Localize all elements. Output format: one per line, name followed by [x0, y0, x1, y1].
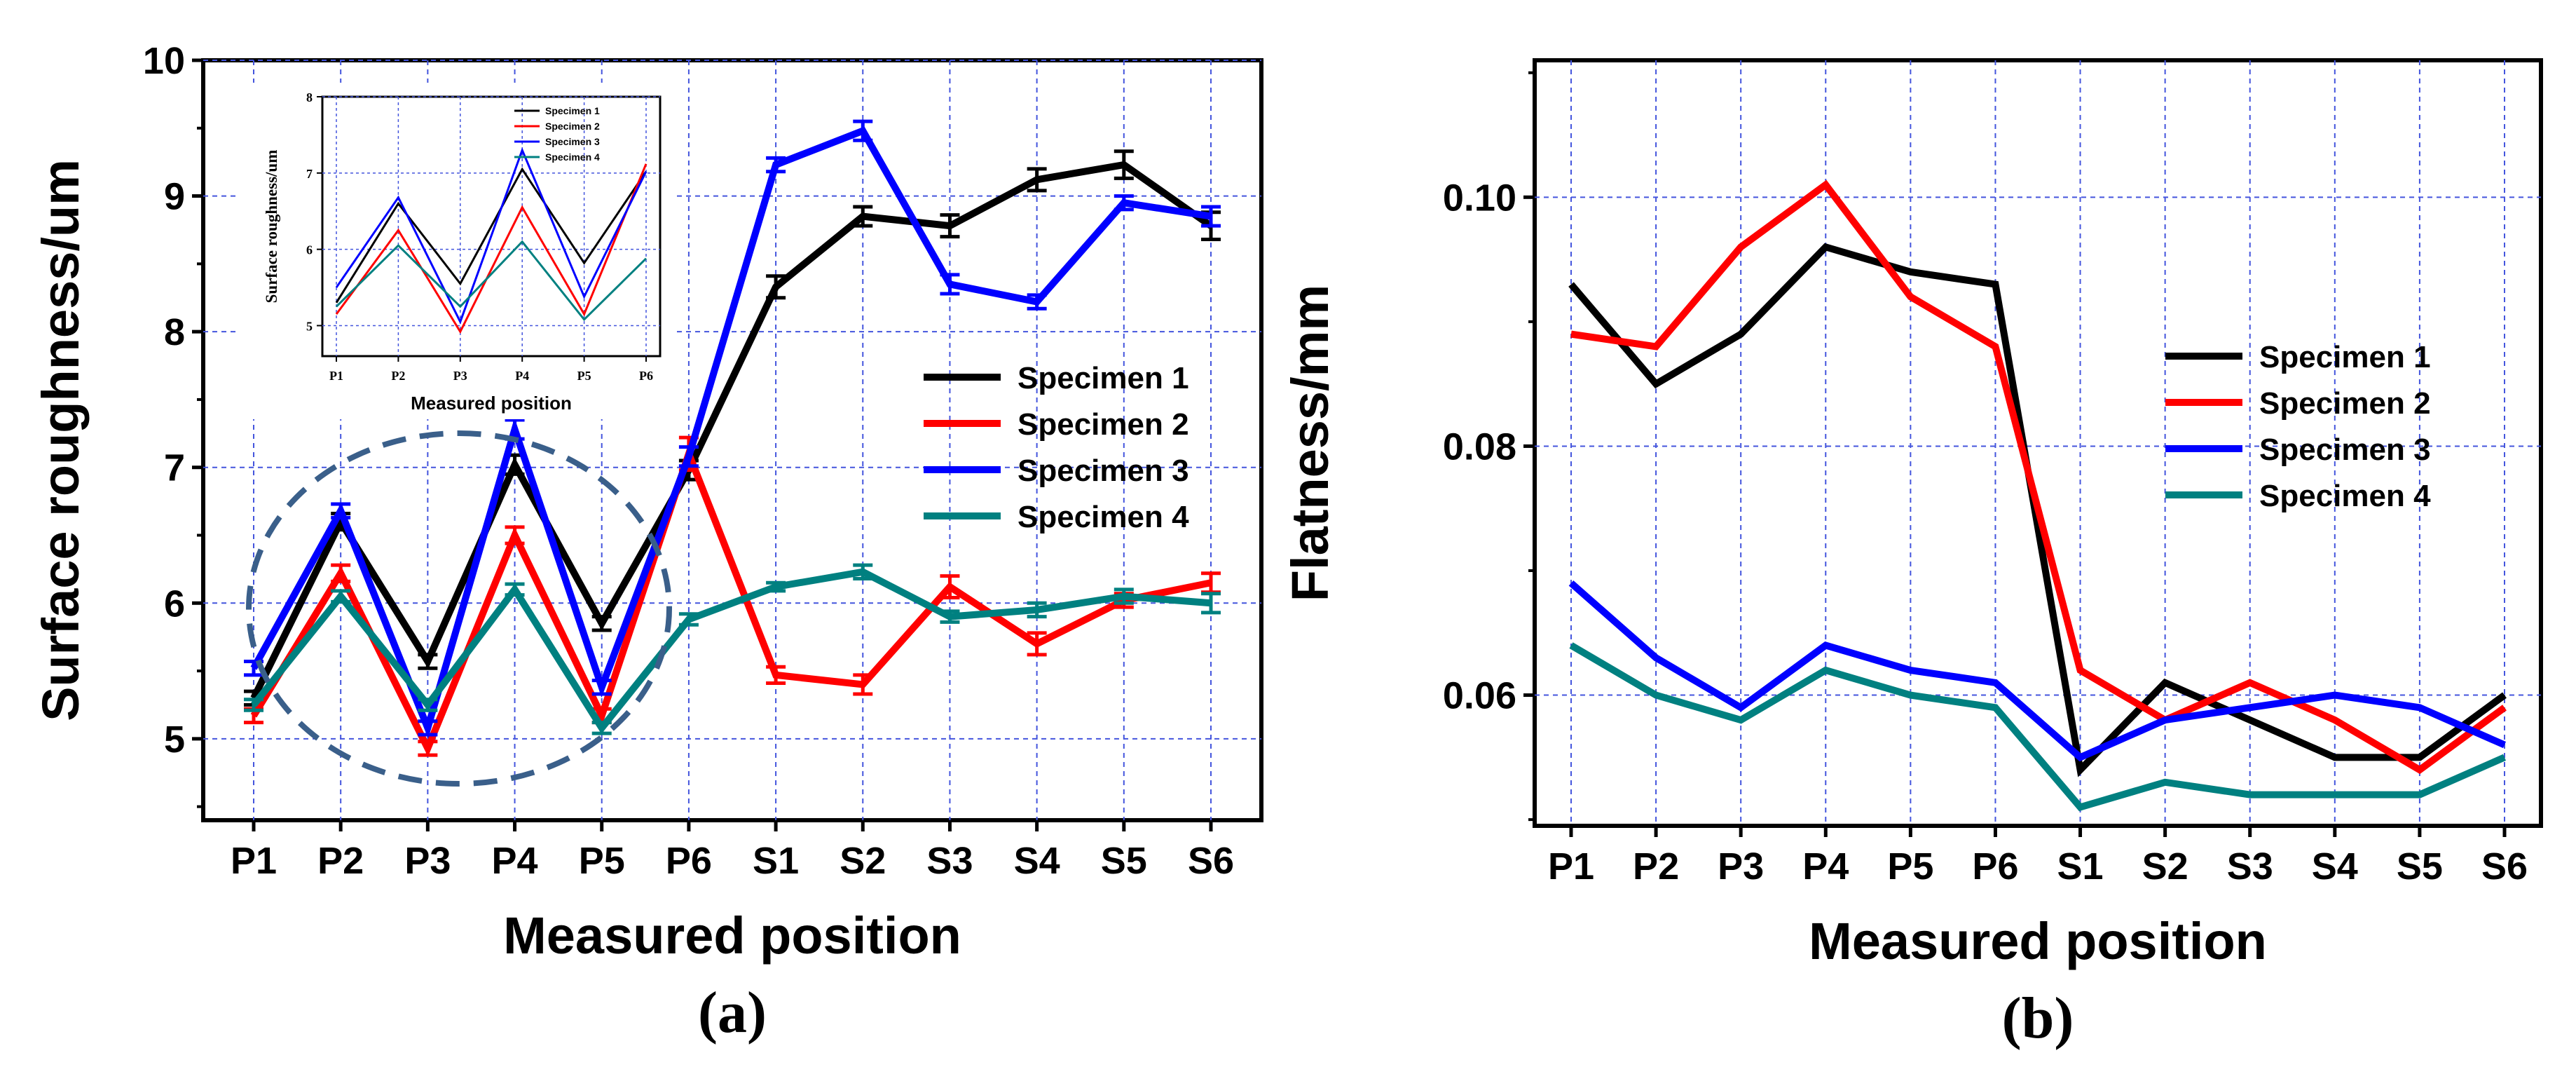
- series-specimen-3: [1568, 580, 2507, 762]
- inset-y-tick-label: 6: [306, 243, 313, 257]
- y-axis-title: Flatness/mm: [1281, 285, 1339, 601]
- inset-series-line-specimen-3: [335, 147, 648, 325]
- y-tick-label: 9: [164, 176, 185, 218]
- x-tick-label-s5: S5: [2397, 845, 2443, 888]
- legend-label-specimen-3: Specimen 3: [2259, 433, 2431, 467]
- x-axis-title: Measured position: [503, 906, 961, 965]
- legend-label-specimen-3: Specimen 3: [1018, 454, 1189, 488]
- inset-x-axis-title: Measured position: [411, 393, 572, 414]
- inset-x-tick-label: P3: [453, 369, 467, 383]
- x-tick-label-s2: S2: [840, 840, 886, 882]
- x-tick-label-p6: P6: [666, 840, 712, 882]
- highlight-ellipse: [246, 430, 672, 787]
- x-tick-label-p6: P6: [1972, 845, 2018, 888]
- series-specimen-4: [244, 563, 1221, 735]
- legend-label-specimen-2: Specimen 2: [1018, 407, 1189, 442]
- inset-y-tick-label: 5: [306, 319, 313, 333]
- series-specimen-1: [1568, 243, 2507, 777]
- legend-label-specimen-2: Specimen 2: [2259, 386, 2431, 421]
- inset-y-tick-label: 7: [306, 167, 313, 181]
- x-tick-label-p1: P1: [231, 840, 277, 882]
- panel-label: (a): [698, 980, 767, 1045]
- inset-chart: P1 P2 P3 P4 P5 P6 5 6 7 8 Measured position Surface…: [238, 83, 673, 419]
- legend-label-specimen-4: Specimen 4: [2259, 479, 2431, 513]
- x-tick-label-s1: S1: [753, 840, 799, 882]
- inset-series-line-specimen-4: [335, 240, 648, 322]
- inset-legend-label-specimen-1: Specimen 1: [545, 105, 600, 116]
- series-specimen-2: [1570, 179, 2507, 775]
- x-tick-label-p5: P5: [1887, 845, 1933, 888]
- inset-series-line-specimen-1: [335, 167, 648, 304]
- x-tick-label-s1: S1: [2057, 845, 2104, 888]
- y-axis-title: Surface roughness/um: [32, 159, 90, 721]
- x-tick-label-p3: P3: [1718, 845, 1764, 888]
- y-tick-label: 6: [164, 583, 185, 625]
- x-tick-label-s3: S3: [2227, 845, 2273, 888]
- inset-legend-label-specimen-4: Specimen 4: [545, 151, 600, 163]
- inset-x-tick-label: P5: [577, 369, 591, 383]
- x-tick-label-s6: S6: [2481, 845, 2528, 888]
- y-tick-label: 0.10: [1443, 177, 1516, 219]
- x-tick-label-s5: S5: [1101, 840, 1147, 882]
- inset-x-tick-label: P2: [391, 369, 405, 383]
- series-line-specimen-3: [1568, 580, 2507, 762]
- x-tick-label-s3: S3: [926, 840, 973, 882]
- series-line-specimen-4: [251, 568, 1212, 734]
- series-line-specimen-1: [1568, 243, 2507, 777]
- legend-label-specimen-1: Specimen 1: [1018, 361, 1189, 395]
- inset-legend-label-specimen-3: Specimen 3: [545, 136, 600, 147]
- series-line-specimen-4: [1569, 642, 2507, 812]
- y-tick-label: 7: [164, 447, 185, 489]
- y-tick-label: 8: [164, 311, 185, 353]
- inset-background: [238, 83, 673, 419]
- legend-label-specimen-1: Specimen 1: [2259, 340, 2431, 374]
- inset-series-line-specimen-2: [335, 163, 648, 334]
- y-tick-label: 5: [164, 719, 185, 761]
- inset-x-tick-label: P6: [639, 369, 653, 383]
- x-axis-title: Measured position: [1809, 912, 2267, 970]
- series-line-specimen-2: [250, 443, 1212, 757]
- x-tick-label-p4: P4: [1802, 845, 1849, 888]
- series-line-specimen-2: [1570, 179, 2507, 775]
- legend-label-specimen-4: Specimen 4: [1018, 500, 1189, 534]
- panel-b-chart: 0.06 0.08 0.10 P1 P2 P3 P4 P5 P6 S1 S2 S3 S4 S5 S6 Meas…: [1281, 58, 2543, 1051]
- x-tick-label-p5: P5: [579, 840, 625, 882]
- panel-a-chart: 5 6 7 8 9 10 P1 P2 P3 P4 P5 P6 S1 S2 S3 S4 S5 S6 Measured …: [32, 40, 1263, 1045]
- y-tick-label: 0.06: [1443, 675, 1516, 717]
- y-tick-label: 0.08: [1443, 426, 1516, 468]
- y-tick-label: 10: [143, 40, 185, 82]
- panel-label: (b): [2002, 986, 2074, 1051]
- inset-legend-label-specimen-2: Specimen 2: [545, 121, 600, 132]
- x-tick-label-s4: S4: [1014, 840, 1060, 882]
- x-tick-label-p4: P4: [492, 840, 538, 882]
- plot-frame: [1533, 58, 2543, 828]
- x-tick-label-p2: P2: [317, 840, 364, 882]
- inset-x-tick-label: P1: [329, 369, 343, 383]
- inset-x-tick-label: P4: [515, 369, 529, 383]
- x-tick-label-s2: S2: [2142, 845, 2188, 888]
- x-tick-label-p3: P3: [404, 840, 451, 882]
- inset-y-tick-label: 8: [306, 90, 313, 104]
- x-tick-label-p2: P2: [1633, 845, 1679, 888]
- series-line-specimen-1: [250, 161, 1213, 700]
- series-specimen-4: [1569, 642, 2507, 812]
- x-tick-label-p1: P1: [1548, 845, 1594, 888]
- inset-y-axis-title: Surface roughness/um: [263, 150, 280, 304]
- x-tick-label-s4: S4: [2312, 845, 2358, 888]
- x-tick-label-s6: S6: [1188, 840, 1234, 882]
